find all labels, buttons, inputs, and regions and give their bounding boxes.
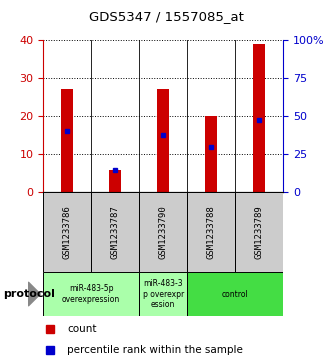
Bar	[253, 44, 265, 192]
Bar	[157, 90, 169, 192]
Bar	[139, 272, 187, 316]
Text: GDS5347 / 1557085_at: GDS5347 / 1557085_at	[89, 10, 244, 23]
Bar	[235, 192, 283, 272]
Text: GSM1233789: GSM1233789	[254, 205, 264, 259]
Text: GSM1233787: GSM1233787	[111, 205, 120, 259]
Text: miR-483-3
p overexpr
ession: miR-483-3 p overexpr ession	[143, 279, 184, 309]
Text: percentile rank within the sample: percentile rank within the sample	[67, 345, 243, 355]
Text: protocol: protocol	[3, 289, 55, 299]
Bar	[43, 272, 139, 316]
Bar	[187, 192, 235, 272]
Bar	[187, 272, 283, 316]
Bar	[91, 192, 139, 272]
Text: GSM1233788: GSM1233788	[206, 205, 216, 259]
Bar	[61, 90, 73, 192]
Text: GSM1233790: GSM1233790	[159, 205, 168, 259]
Text: miR-483-5p
overexpression: miR-483-5p overexpression	[62, 284, 120, 304]
Polygon shape	[28, 282, 40, 306]
Text: control: control	[222, 290, 248, 298]
Text: count: count	[67, 324, 97, 334]
Bar	[109, 170, 121, 192]
Text: GSM1233786: GSM1233786	[63, 205, 72, 259]
Bar	[139, 192, 187, 272]
Bar	[43, 192, 91, 272]
Bar	[205, 116, 217, 192]
